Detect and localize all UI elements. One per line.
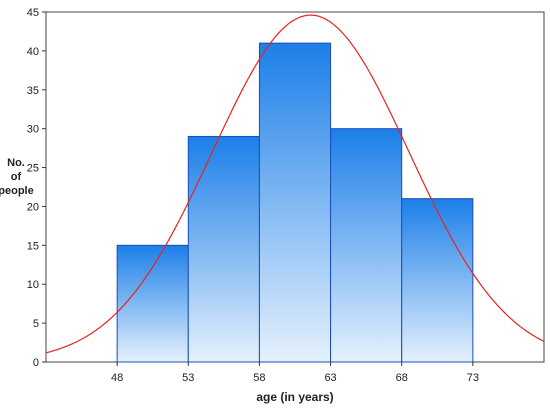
y-tick-label: 10 [27, 279, 39, 291]
y-tick-label: 25 [27, 163, 39, 175]
bar-68-73 [401, 198, 474, 363]
y-tick-label: 45 [27, 7, 39, 19]
y-tick-label: 15 [27, 240, 39, 252]
bar-63-68 [330, 128, 403, 363]
y-tick-label: 20 [27, 201, 39, 213]
y-tick-label: 0 [33, 357, 39, 369]
bar-48-53 [116, 244, 189, 363]
y-axis-title-line-1: No. [7, 157, 25, 169]
x-tick-label: 68 [396, 372, 408, 384]
bar-58-63 [258, 42, 332, 363]
x-axis-title: age (in years) [256, 390, 333, 404]
bars-group [116, 42, 474, 363]
curve-group [46, 14, 544, 354]
x-tick-label: 48 [111, 372, 123, 384]
y-tick-label: 5 [33, 318, 39, 330]
y-tick-label: 35 [27, 85, 39, 97]
normal-curve [46, 14, 544, 354]
y-axis-ticks: 0 5 10 15 20 25 30 35 40 45 [27, 7, 46, 369]
x-tick-label: 58 [253, 372, 265, 384]
x-tick-label: 73 [467, 372, 479, 384]
bar-53-58 [187, 135, 260, 363]
y-axis-title-line-3: people [0, 185, 34, 197]
y-tick-label: 40 [27, 46, 39, 58]
x-axis-ticks: 48 53 58 63 68 73 [111, 362, 479, 384]
x-tick-label: 63 [324, 372, 336, 384]
y-tick-label: 30 [27, 124, 39, 136]
y-axis-title-line-2: of [11, 171, 22, 183]
x-tick-label: 53 [182, 372, 194, 384]
